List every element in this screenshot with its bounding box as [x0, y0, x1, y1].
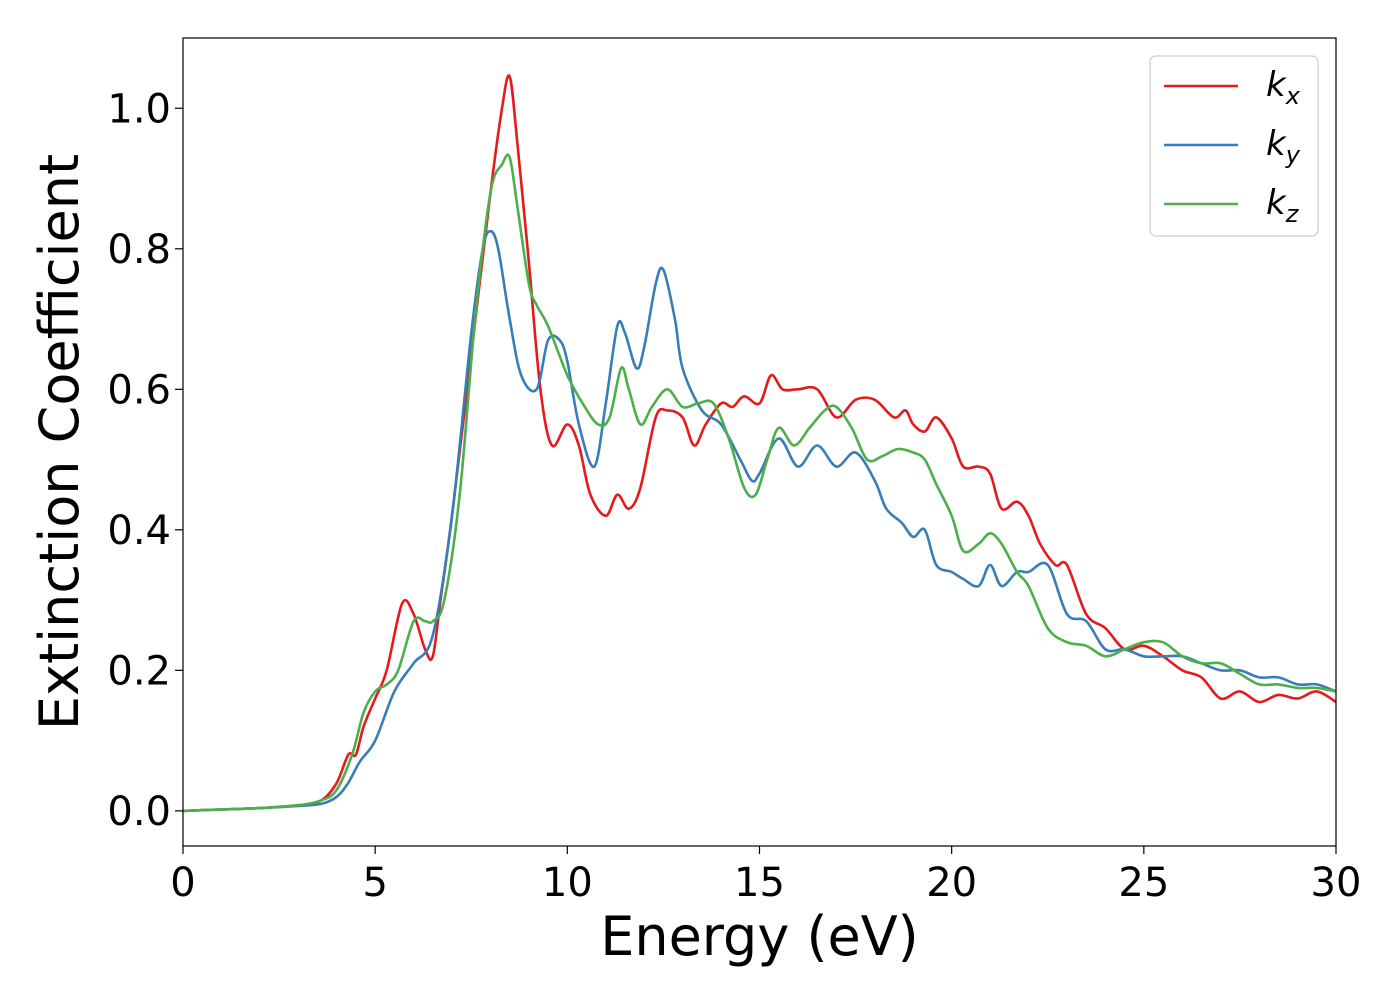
legend-label-z: kz	[1266, 183, 1300, 228]
legend-label-subscript: z	[1285, 200, 1300, 228]
series-line-y	[183, 229, 1336, 813]
y-axis-title: Extinction Coefficient	[28, 154, 91, 730]
x-tick-label: 10	[542, 860, 593, 906]
x-axis-title: Energy (eV)	[600, 905, 919, 968]
x-tick-label: 15	[734, 860, 785, 906]
x-tick-label: 20	[926, 860, 977, 906]
legend-label-y: ky	[1266, 124, 1301, 169]
x-tick-label: 0	[170, 860, 195, 906]
legend-label-base: k	[1266, 65, 1287, 105]
x-tick-label: 5	[362, 860, 387, 906]
y-axis: 0.0 0.2 0.4 0.6 0.8 1.0	[107, 86, 183, 835]
legend-label-x: kx	[1266, 65, 1301, 110]
legend-label-subscript: x	[1285, 82, 1301, 110]
series-layer	[183, 74, 1336, 813]
series-line-z	[183, 153, 1336, 813]
y-tick-label: 0.2	[107, 648, 171, 694]
legend-label-subscript: y	[1285, 141, 1301, 169]
x-tick-label: 25	[1118, 860, 1169, 906]
y-tick-label: 0.6	[107, 367, 171, 413]
y-tick-label: 0.0	[107, 789, 171, 835]
x-tick-label: 30	[1311, 860, 1362, 906]
series-line-x	[183, 74, 1336, 813]
y-tick-label: 0.4	[107, 508, 171, 554]
y-tick-label: 1.0	[107, 86, 171, 132]
x-axis: 0 5 10 15 20 25 30	[170, 846, 1361, 906]
y-tick-label: 0.8	[107, 227, 171, 273]
legend-label-base: k	[1266, 124, 1287, 164]
legend-label-base: k	[1266, 183, 1287, 223]
